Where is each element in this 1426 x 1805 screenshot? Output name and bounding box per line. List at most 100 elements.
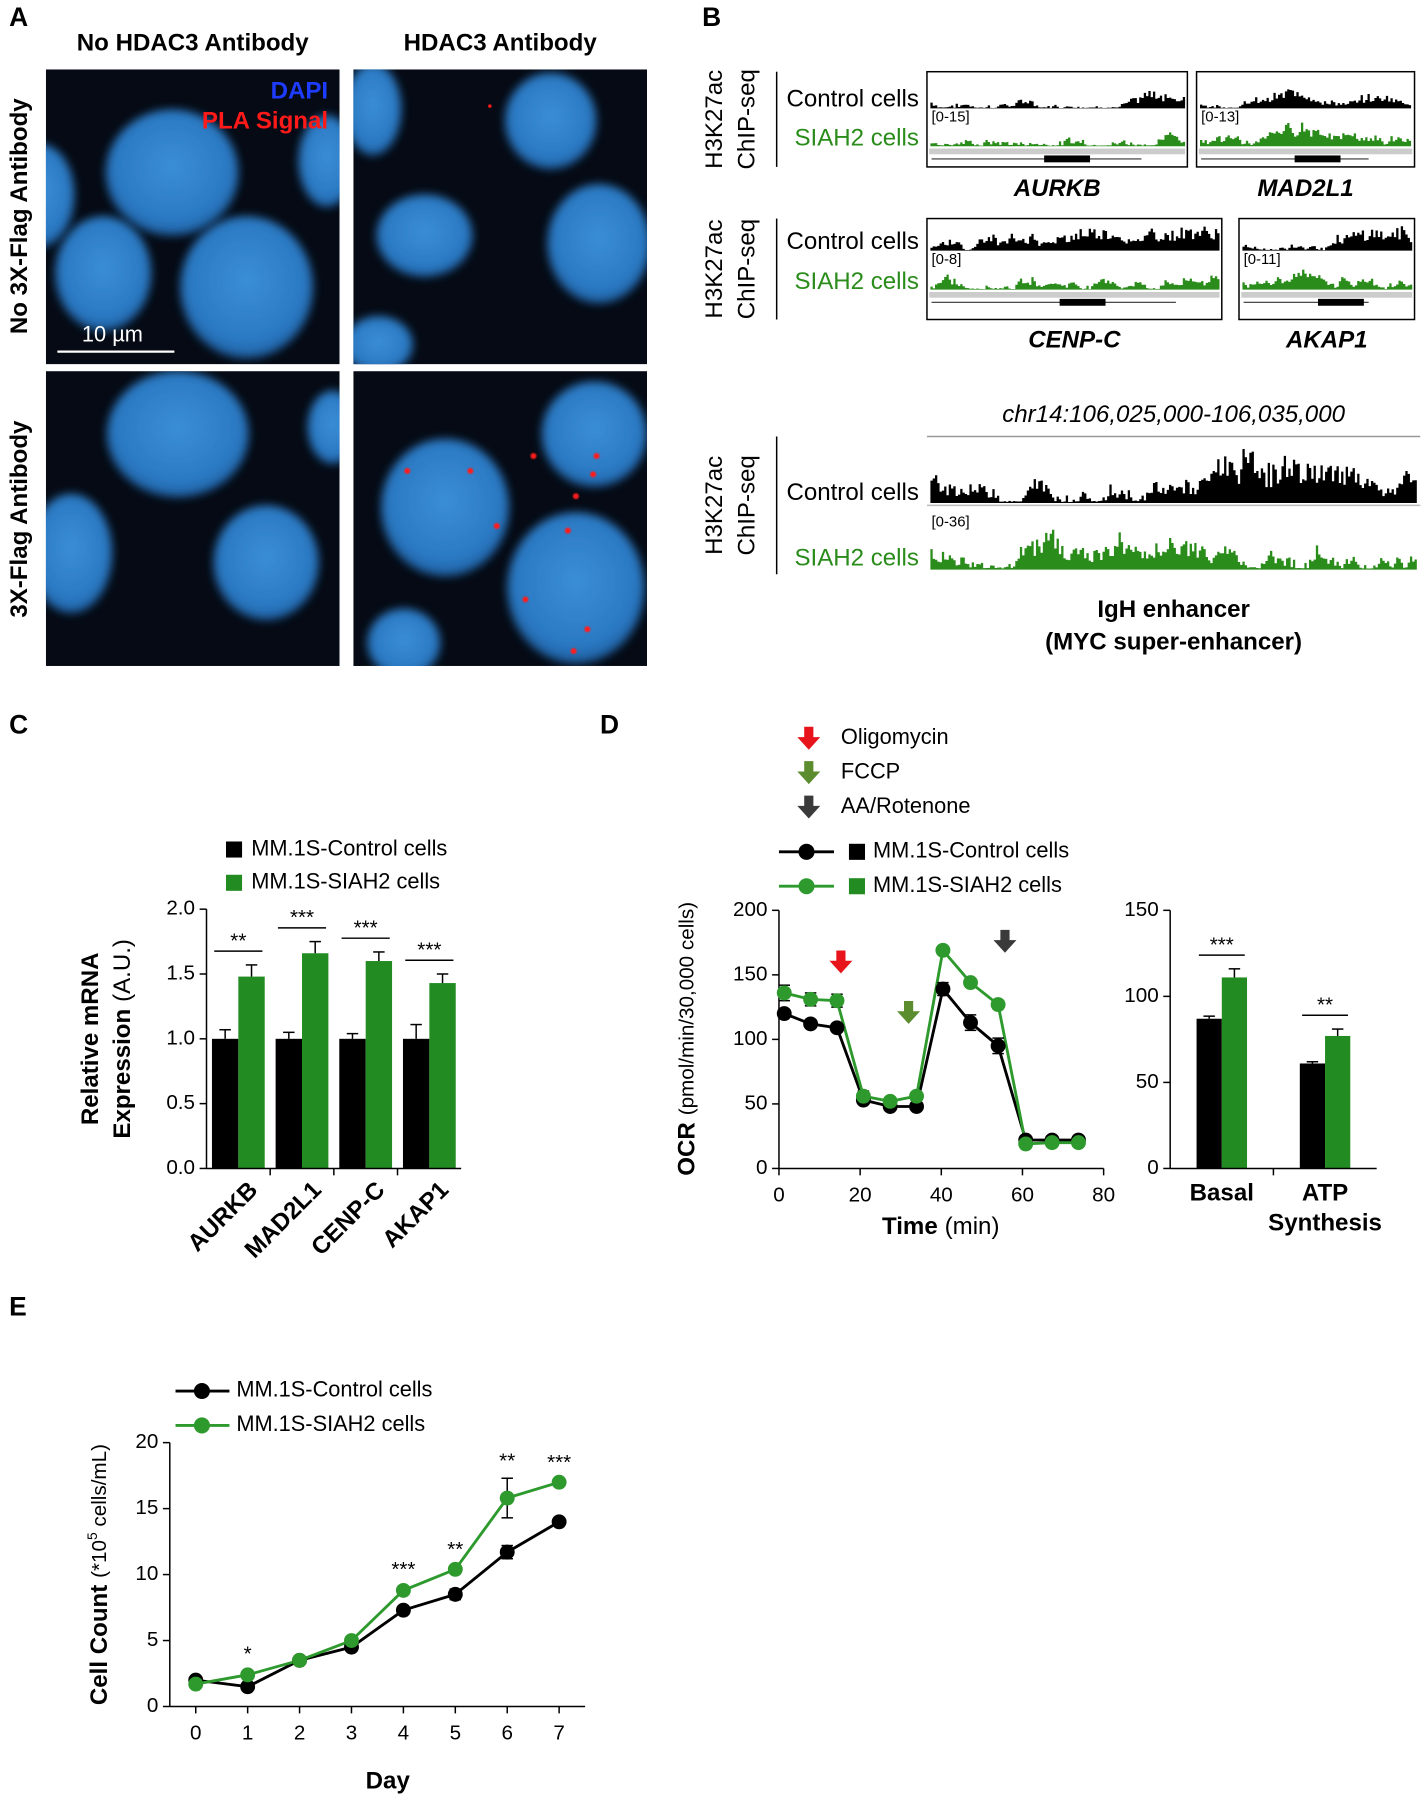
significance-label: ** — [230, 929, 246, 952]
pla-dot — [522, 596, 529, 603]
track-name: SIAH2 cells — [794, 545, 918, 572]
legend-label: FCCP — [841, 758, 900, 783]
significance-label: * — [244, 1642, 252, 1665]
title-part: (pmol/min/30,000 cells) — [676, 902, 699, 1115]
x-tick-label: 5 — [450, 1721, 461, 1744]
nucleus — [380, 438, 510, 577]
legend-label: PLA Signal — [202, 108, 328, 135]
injection-arrow — [797, 726, 821, 750]
gene-band — [1198, 148, 1413, 155]
y-axis-title: Relative mRNA — [77, 953, 104, 1126]
x-tick-label: 40 — [930, 1183, 953, 1206]
nucleus — [45, 493, 113, 614]
bar — [365, 961, 393, 1169]
pla-dot — [572, 493, 579, 500]
range-label: [0-36] — [932, 515, 970, 531]
y-tick-label: 0 — [1147, 1156, 1158, 1179]
nucleus — [106, 371, 249, 498]
micrograph — [353, 69, 648, 365]
error-bar — [283, 1031, 295, 1039]
panel-letter: A — [9, 2, 28, 32]
nucleus — [213, 505, 319, 621]
track-name: Control cells — [786, 86, 918, 113]
y-tick-label: 5 — [147, 1628, 158, 1651]
error-bar — [1331, 1028, 1344, 1036]
nucleus — [45, 144, 75, 247]
significance-label: *** — [1210, 933, 1234, 956]
marker — [990, 1038, 1006, 1054]
x-tick-label: 1 — [242, 1721, 253, 1744]
track-box — [926, 217, 1223, 321]
marker — [963, 1015, 978, 1031]
gene-band — [1241, 291, 1413, 298]
track-box — [1195, 70, 1416, 168]
micrograph — [45, 69, 340, 365]
error-bar — [1228, 968, 1241, 978]
assay-label: H3K27ac — [701, 456, 728, 555]
assay-label: ChIP-seq — [733, 219, 760, 319]
x-tick-label: 80 — [1092, 1183, 1115, 1206]
track-box — [1238, 217, 1416, 321]
nucleus — [105, 109, 239, 236]
title-part: Expression — [109, 1009, 136, 1139]
legend-swatch — [226, 874, 243, 891]
marker — [803, 991, 819, 1007]
pla-dot — [593, 453, 600, 460]
x-tick-label: Basal — [1189, 1179, 1254, 1207]
title-part: Cell Count — [86, 1585, 113, 1705]
significance-label: *** — [354, 916, 378, 939]
track-name: Control cells — [786, 479, 918, 506]
error-bar — [1203, 1015, 1215, 1019]
panel-letter: D — [600, 710, 619, 740]
bar — [302, 953, 329, 1169]
nucleus — [353, 69, 402, 156]
pla-dot — [584, 626, 591, 633]
signal-track — [930, 529, 1417, 570]
y-tick-label: 0 — [147, 1694, 158, 1717]
error-bar — [245, 964, 258, 977]
assay-label: H3K27ac — [701, 70, 728, 169]
x-tick-label: 0 — [773, 1183, 784, 1206]
range-label: [0-8] — [932, 252, 962, 268]
marker — [776, 985, 792, 1001]
significance-label: *** — [391, 1558, 415, 1581]
y-tick-label: 50 — [745, 1091, 768, 1114]
nucleus — [547, 184, 648, 304]
marker — [240, 1667, 256, 1683]
bar — [402, 1038, 430, 1169]
series-line — [195, 1520, 560, 1689]
pla-dot — [493, 523, 500, 529]
nucleus — [507, 512, 645, 664]
significance-label: *** — [547, 1451, 571, 1474]
bar — [1196, 1018, 1222, 1169]
y-tick-label: 2.0 — [166, 897, 195, 920]
marker — [855, 1088, 871, 1104]
x-tick-label: 20 — [849, 1183, 872, 1206]
assay-label: ChIP-seq — [733, 455, 760, 555]
gene-band — [929, 291, 1220, 298]
nucleus — [180, 216, 314, 359]
y-tick-label: 0.5 — [166, 1091, 195, 1114]
y-tick-label: 100 — [733, 1027, 767, 1050]
y-tick-label: 20 — [135, 1430, 158, 1453]
category-label-box: Basal — [1189, 1179, 1254, 1207]
signal-track — [930, 274, 1220, 290]
error-bar — [219, 1028, 231, 1039]
marker — [829, 1020, 845, 1036]
x-tick-label: 2 — [294, 1721, 305, 1744]
nucleus — [353, 316, 413, 365]
pla-dot — [404, 467, 411, 474]
marker — [1071, 1135, 1086, 1151]
injection-arrow — [797, 795, 821, 819]
pla-dot — [564, 527, 571, 534]
marker — [395, 1602, 411, 1618]
gene-subtitle: (MYC super-enhancer) — [1045, 628, 1302, 655]
assay-label: ChIP-seq — [733, 69, 760, 169]
nucleus — [504, 72, 597, 170]
legend-label: MM.1S-Control cells — [236, 1377, 432, 1402]
injection-arrow — [829, 950, 853, 974]
track-name: Control cells — [786, 228, 918, 255]
legend-marker — [798, 878, 815, 895]
panel-letter: E — [9, 1291, 27, 1321]
